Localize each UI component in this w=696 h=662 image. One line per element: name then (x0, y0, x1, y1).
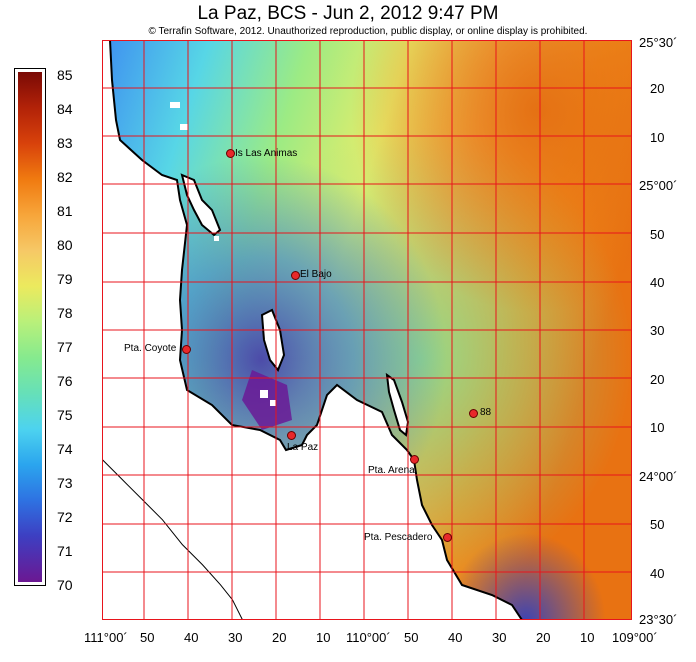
lat-label-50: 50 (650, 227, 665, 242)
el-bajo-marker[interactable] (291, 271, 300, 280)
copyright-notice: © Terrafin Software, 2012. Unauthorized … (148, 26, 588, 37)
legend-label-84: 84 (57, 101, 73, 117)
lon-label-20: 20 (272, 630, 287, 645)
lat-label-23-30: 23°30´ (639, 612, 678, 627)
place-label-pescadero: Pta. Pescadero (364, 532, 433, 543)
legend-label-70: 70 (57, 577, 73, 593)
lat-label-20b: 20 (650, 372, 665, 387)
lon-label-110-00: 110°00´ (346, 630, 391, 645)
lat-label-10b: 10 (650, 420, 665, 435)
las-animas-marker[interactable] (226, 149, 235, 158)
lat-label-25-00: 25°00´ (639, 178, 678, 193)
legend-label-81: 81 (57, 203, 73, 219)
sst-map[interactable] (102, 40, 632, 620)
lat-label-40b: 40 (650, 566, 665, 581)
lon-label-20b: 20 (536, 630, 551, 645)
legend-label-76: 76 (57, 373, 73, 389)
lon-label-40b: 40 (448, 630, 463, 645)
lon-label-111-00: 111°00´ (84, 630, 128, 645)
lon-label-30b: 30 (492, 630, 507, 645)
lon-label-10: 10 (316, 630, 331, 645)
pescadero-marker[interactable] (443, 533, 452, 542)
place-label-arena: Pta. Arena (368, 465, 415, 476)
place-label-la-paz: La Paz (287, 442, 319, 453)
arena-marker[interactable] (410, 455, 419, 464)
lat-lon-grid (102, 40, 632, 620)
map-title: La Paz, BCS - Jun 2, 2012 9:47 PM (197, 3, 499, 24)
lat-label-40: 40 (650, 275, 665, 290)
lat-label-25-30: 25°30´ (639, 35, 678, 50)
temperature-legend (14, 68, 46, 586)
legend-label-79: 79 (57, 271, 73, 287)
lat-label-10: 10 (650, 130, 665, 145)
lat-label-24-00: 24°00´ (639, 469, 678, 484)
lat-label-50b: 50 (650, 517, 665, 532)
legend-label-75: 75 (57, 407, 73, 423)
sst-map-canvas (102, 40, 632, 620)
lat-label-30: 30 (650, 323, 665, 338)
place-label-coyote: Pta. Coyote (124, 343, 177, 354)
lon-label-50: 50 (140, 630, 155, 645)
place-label-las-animas: Is Las Animas (235, 148, 298, 159)
place-label-buoy: 88 (480, 407, 492, 418)
coyote-marker[interactable] (182, 345, 191, 354)
legend-label-73: 73 (57, 475, 73, 491)
lon-label-40: 40 (184, 630, 199, 645)
color-scale-bar (18, 72, 42, 582)
la-paz-marker[interactable] (287, 431, 296, 440)
legend-label-74: 74 (57, 441, 73, 457)
legend-label-82: 82 (57, 169, 73, 185)
lon-label-50b: 50 (404, 630, 419, 645)
island-cerralvo (385, 372, 410, 437)
lon-label-10b: 10 (580, 630, 595, 645)
lat-label-20: 20 (650, 81, 665, 96)
legend-label-71: 71 (57, 543, 73, 559)
island-espiritu-santo (260, 308, 286, 372)
lon-label-109-00: 109°00´ (612, 630, 658, 645)
buoy-marker[interactable] (469, 409, 478, 418)
legend-label-72: 72 (57, 509, 73, 525)
legend-label-80: 80 (57, 237, 73, 253)
place-label-el-bajo: El Bajo (300, 269, 332, 280)
legend-label-85: 85 (57, 67, 73, 83)
lon-label-30: 30 (228, 630, 243, 645)
legend-label-83: 83 (57, 135, 73, 151)
legend-label-77: 77 (57, 339, 73, 355)
legend-label-78: 78 (57, 305, 73, 321)
